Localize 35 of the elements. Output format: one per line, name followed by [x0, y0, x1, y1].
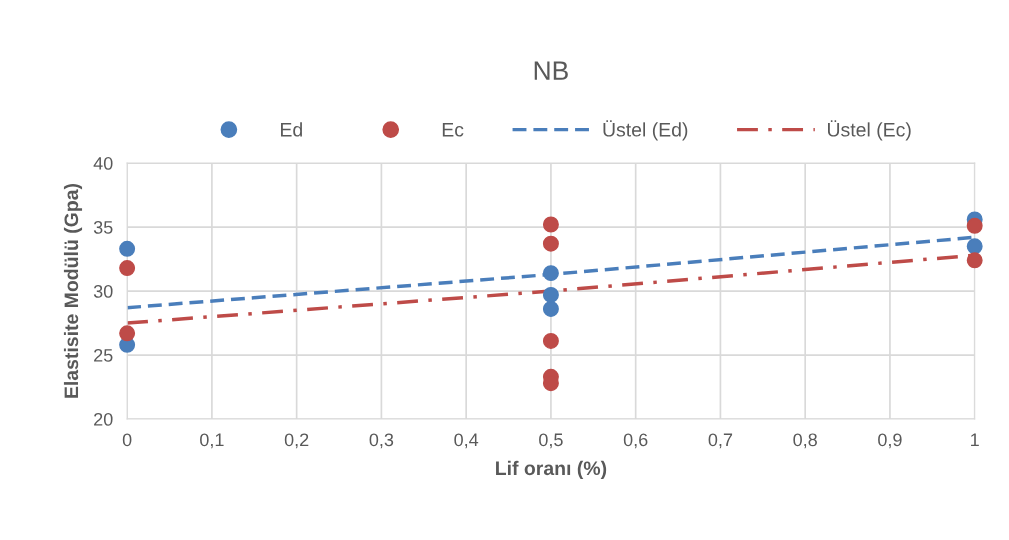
y-tick-label: 30 — [93, 284, 113, 298]
legend-label: Ec — [442, 123, 464, 137]
point — [542, 300, 559, 317]
y-tick-label: 20 — [94, 412, 113, 426]
x-tick-label: 0,4 — [454, 433, 479, 449]
point — [966, 252, 983, 269]
y-tick-label: 35 — [93, 221, 113, 234]
point — [542, 216, 559, 233]
x-tick-label: 0,2 — [284, 433, 309, 449]
y-tick-label: 25 — [94, 348, 113, 362]
point — [119, 240, 136, 257]
point — [542, 265, 559, 282]
x-tick-label: 0,3 — [369, 433, 394, 449]
x-tick-label: 0,5 — [539, 433, 563, 449]
x-tick-label: 0,7 — [708, 433, 733, 449]
legend-label: Ed — [281, 122, 302, 137]
y-axis-title: Elastisite Modülü (Gpa) — [63, 183, 83, 398]
point — [542, 286, 559, 303]
x-tick-label: 1 — [971, 433, 979, 447]
legend-label: Üstel (Ec) — [828, 120, 911, 141]
point — [119, 325, 136, 342]
point — [966, 217, 983, 234]
point — [542, 332, 559, 349]
x-axis-title: Lif oranı (%) — [496, 460, 607, 479]
x-tick-label: 0,6 — [623, 433, 648, 449]
x-tick-label: 0,1 — [200, 433, 224, 449]
point — [966, 238, 983, 255]
x-tick-label: 0,8 — [793, 433, 817, 449]
point — [119, 260, 136, 277]
x-tick-label: 0,9 — [878, 433, 902, 449]
point — [542, 235, 559, 252]
legend-label: Üstel (Ed) — [603, 120, 688, 141]
y-tick-label: 40 — [93, 157, 113, 170]
x-tick-label: 0 — [122, 433, 132, 447]
chart-title: NB — [534, 61, 568, 80]
